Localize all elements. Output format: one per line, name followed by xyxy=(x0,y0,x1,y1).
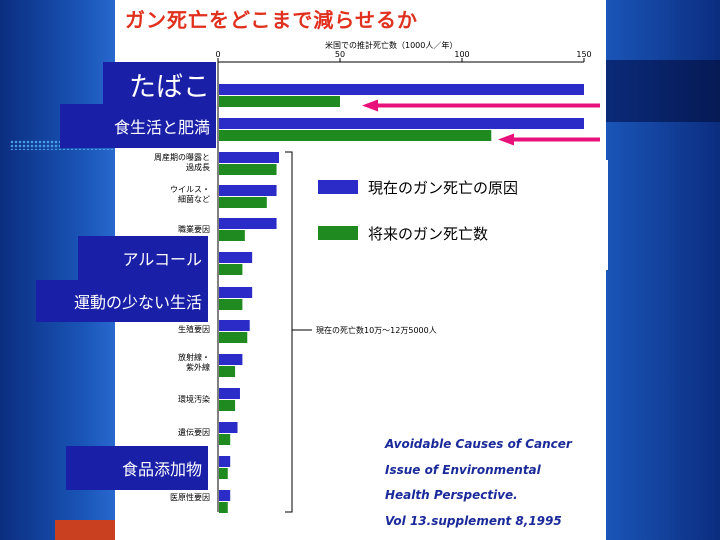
bar-future xyxy=(219,299,243,310)
bar-current xyxy=(219,320,250,331)
bar-future xyxy=(219,96,340,107)
bar-current xyxy=(219,185,277,196)
x-axis-label: 米国での推計死亡数（1000人／年） xyxy=(325,40,457,50)
bar-current xyxy=(219,118,584,129)
x-axis-ticks: 0 50 100 150 xyxy=(215,50,592,62)
bar-future xyxy=(219,434,231,445)
label-virus-1: ウイルス・ xyxy=(170,185,210,194)
bar-future xyxy=(219,230,245,241)
bracket-note: 現在の死亡数10万〜12万5000人 xyxy=(316,325,437,335)
bar-current xyxy=(219,218,277,229)
legend-label-current: 現在のガン死亡の原因 xyxy=(368,179,519,197)
bar-current xyxy=(219,490,231,501)
x-tick-label: 50 xyxy=(335,50,345,59)
bar-future xyxy=(219,400,236,411)
x-tick-label: 150 xyxy=(576,50,591,59)
label-radiation-1: 放射線・ xyxy=(178,352,210,362)
citation-line-1: Avoidable Causes of Cancer xyxy=(385,437,572,451)
arrows-group xyxy=(362,99,600,146)
bar-future xyxy=(219,164,277,175)
bar-current xyxy=(219,287,253,298)
label-perinatal-1: 周産期の曝露と xyxy=(154,152,210,162)
legend-label-future: 将来のガン死亡数 xyxy=(368,225,489,243)
background-orange-accent xyxy=(55,520,115,540)
side-label-alcohol: アルコール xyxy=(78,236,208,280)
bar-current xyxy=(219,354,243,365)
citation-line-4: Vol 13.supplement 8,1995 xyxy=(385,514,562,528)
bar-future xyxy=(219,468,228,479)
label-virus-2: 細菌など xyxy=(178,194,210,204)
legend: 現在のガン死亡の原因 将来のガン死亡数 xyxy=(308,160,608,270)
bar-current xyxy=(219,388,240,399)
bar-current xyxy=(219,422,238,433)
bar-future xyxy=(219,197,267,208)
bars-group xyxy=(219,84,584,513)
side-label-tobacco: たばこ xyxy=(103,62,216,106)
label-radiation-2: 紫外線 xyxy=(186,362,210,372)
bar-current xyxy=(219,252,253,263)
bar-current xyxy=(219,84,584,95)
bracket xyxy=(285,151,293,513)
bar-current xyxy=(219,456,231,467)
side-label-exercise: 運動の少ない生活 xyxy=(36,280,208,322)
x-tick-label: 100 xyxy=(454,50,469,59)
label-perinatal-2: 過成長 xyxy=(186,162,210,172)
bar-future xyxy=(219,366,236,377)
label-reproductive: 生殖要因 xyxy=(178,324,210,334)
legend-swatch-current xyxy=(318,180,358,194)
label-iatrogenic: 医原性要因 xyxy=(170,492,210,502)
bar-future xyxy=(219,264,243,275)
bar-future xyxy=(219,502,228,513)
label-environment: 環境汚染 xyxy=(178,394,210,404)
bar-future xyxy=(219,332,248,343)
background-dark-stripe xyxy=(605,60,720,122)
reduction-arrow-head xyxy=(362,99,378,112)
x-tick-label: 0 xyxy=(215,50,220,59)
side-label-diet: 食生活と肥満 xyxy=(60,104,216,148)
label-genetic: 遺伝要因 xyxy=(178,427,210,437)
reduction-arrow-head xyxy=(498,133,514,146)
label-occupation: 職業要因 xyxy=(178,224,210,234)
slide-title: ガン死亡をどこまで減らせるか xyxy=(125,8,418,32)
bar-future xyxy=(219,130,492,141)
legend-swatch-future xyxy=(318,226,358,240)
citation-line-2: Issue of Environmental xyxy=(385,463,541,477)
side-label-additives: 食品添加物 xyxy=(66,446,208,490)
bar-current xyxy=(219,152,279,163)
citation-line-3: Health Perspective. xyxy=(385,488,518,502)
